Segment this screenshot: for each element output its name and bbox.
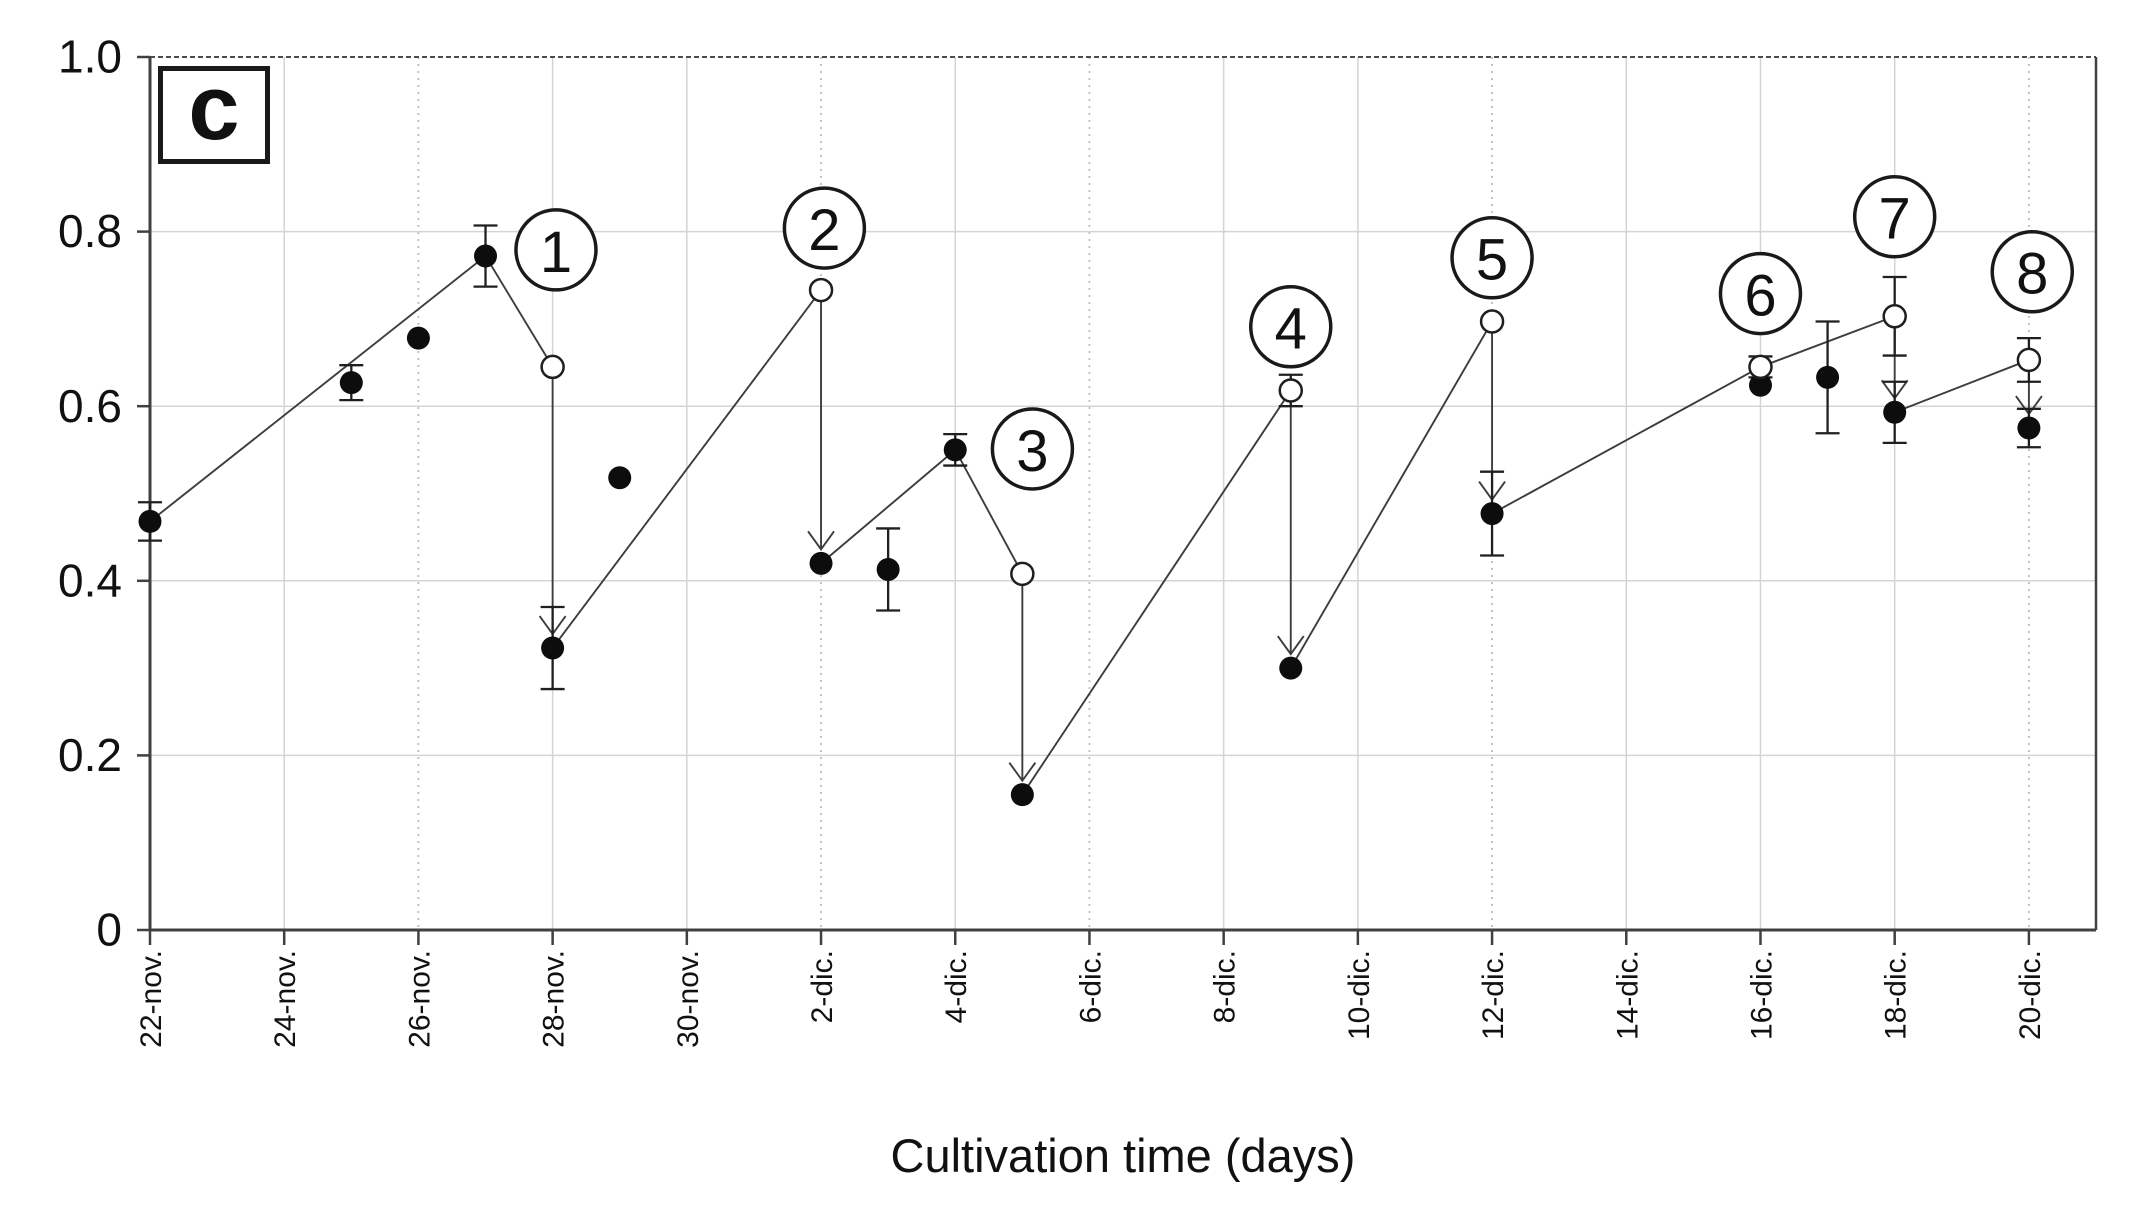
data-point-open-5-dic (1010, 561, 1035, 587)
data-point-filled-12-dic (1480, 502, 1504, 526)
event-circle-6 (1718, 251, 1803, 336)
data-point-filled-5-dic (1010, 783, 1034, 807)
x-tick-label-4-dic.: 4-dic. (940, 950, 973, 1023)
data-point-open-2-dic (808, 277, 834, 303)
data-point-filled-20-dic (2017, 416, 2041, 440)
panel-label: c (188, 57, 240, 159)
x-tick-label-18-dic.: 18-dic. (1880, 950, 1913, 1040)
panel-label-box: c (158, 62, 270, 164)
x-tick-label-24-nov.: 24-nov. (269, 950, 302, 1048)
data-point-filled-26-nov (406, 326, 430, 350)
data-point-filled-16-dic (1748, 373, 1772, 397)
growth-line (1894, 359, 2030, 414)
data-point-filled-27-nov (474, 244, 498, 268)
x-tick-label-22-nov.: 22-nov. (135, 950, 168, 1048)
growth-line (1289, 321, 1493, 669)
y-tick-label-0.2: 0.2 (58, 729, 122, 781)
x-tick-label-6-dic.: 6-dic. (1074, 950, 1107, 1023)
data-point-open-9-dic (1278, 378, 1304, 403)
x-tick-label-16-dic.: 16-dic. (1745, 950, 1778, 1040)
y-tick-label-0: 0 (96, 904, 122, 956)
event-number-8: 8 (2016, 242, 2048, 307)
event-number-5: 5 (1476, 228, 1508, 293)
data-point-filled-28-nov (541, 636, 565, 660)
y-tick-label-0.6: 0.6 (58, 380, 122, 432)
data-point-filled-3-dic (876, 557, 900, 581)
growth-line (551, 289, 822, 649)
y-tick-label-1.0: 1.0 (58, 31, 122, 83)
x-tick-label-30-nov.: 30-nov. (672, 950, 705, 1048)
x-axis-title: Cultivation time (days) (890, 1129, 1356, 1182)
growth-line (1491, 315, 1896, 515)
data-point-open-20-dic (2016, 347, 2042, 373)
event-number-6: 6 (1744, 263, 1776, 328)
growth-line (820, 448, 1024, 575)
event-circle-2 (782, 186, 867, 270)
dilution-arrowhead-event-3 (1008, 762, 1037, 783)
data-point-open-18-dic (1882, 304, 1907, 329)
data-point-filled-22-nov (138, 509, 162, 533)
event-circle-4 (1249, 285, 1333, 369)
event-circle-5 (1450, 216, 1534, 300)
x-tick-label-8-dic.: 8-dic. (1209, 950, 1242, 1023)
y-tick-label-0.8: 0.8 (58, 205, 122, 257)
data-point-open-28-nov (540, 354, 565, 380)
x-tick-label-12-dic.: 12-dic. (1477, 950, 1510, 1040)
event-circle-1 (514, 208, 598, 292)
x-tick-label-20-dic.: 20-dic. (2014, 950, 2047, 1040)
x-tick-label-26-nov.: 26-nov. (403, 950, 436, 1048)
data-point-open-16-dic (1748, 354, 1773, 380)
dilution-arrowhead-event-2 (807, 530, 835, 551)
event-number-2: 2 (808, 198, 840, 263)
data-point-filled-2-dic (809, 551, 833, 575)
event-number-7: 7 (1879, 187, 1911, 252)
dilution-arrowhead-event-4 (1276, 635, 1305, 656)
data-point-filled-29-nov (608, 466, 632, 490)
data-point-filled-17-dic (1816, 365, 1840, 389)
x-tick-label-10-dic.: 10-dic. (1343, 950, 1376, 1040)
event-circle-7 (1852, 175, 1937, 259)
event-circle-3 (990, 407, 1075, 491)
event-number-4: 4 (1275, 297, 1307, 362)
x-tick-label-28-nov.: 28-nov. (538, 950, 571, 1048)
y-tick-label-0.4: 0.4 (58, 554, 122, 606)
event-number-1: 1 (540, 220, 572, 285)
data-point-filled-9-dic (1279, 656, 1303, 680)
x-tick-label-2-dic.: 2-dic. (806, 950, 839, 1023)
data-point-filled-25-nov (339, 371, 363, 395)
data-point-filled-4-dic (943, 438, 967, 462)
data-point-filled-18-dic (1883, 400, 1907, 424)
event-circle-8 (1990, 230, 2075, 314)
event-number-3: 3 (1016, 419, 1048, 484)
data-point-open-12-dic (1479, 309, 1505, 334)
growth-line (1021, 389, 1292, 796)
x-tick-label-14-dic.: 14-dic. (1611, 950, 1644, 1040)
